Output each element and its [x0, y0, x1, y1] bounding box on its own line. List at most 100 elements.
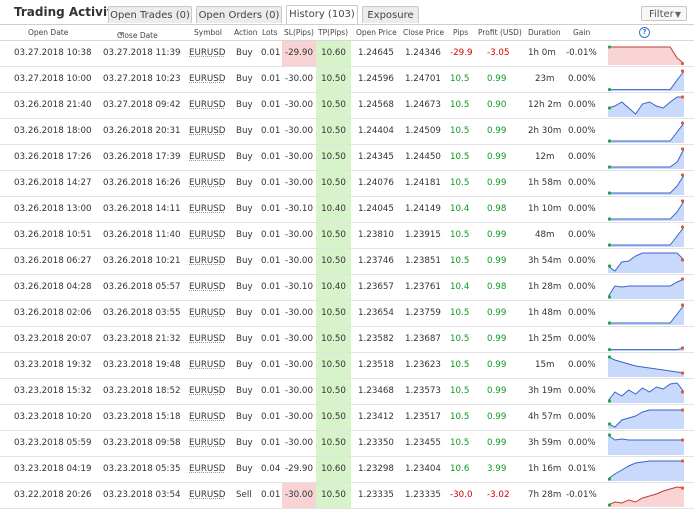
sparkline-area	[608, 279, 684, 299]
sl-pips: -30.10	[284, 282, 313, 292]
duration: 1h 28m	[528, 282, 562, 292]
table-row[interactable]: 03.26.2018 13:00 03.26.2018 14:11 EURUSD Bu…	[0, 197, 694, 223]
gain: 0.00%	[568, 74, 596, 84]
symbol-link[interactable]: EURUSD	[189, 282, 226, 292]
col-profit[interactable]: Profit (USD)	[478, 28, 522, 37]
gain-sparkline	[608, 173, 684, 195]
table-row[interactable]: 03.26.2018 06:27 03.26.2018 10:21 EURUSD Bu…	[0, 249, 694, 275]
symbol-link[interactable]: EURUSD	[189, 360, 226, 370]
tp-pips: 10.50	[316, 483, 351, 508]
col-lots[interactable]: Lots	[262, 28, 278, 37]
table-row[interactable]: 03.27.2018 10:00 03.27.2018 10:23 EURUSD Bu…	[0, 67, 694, 93]
col-open-price[interactable]: Open Price	[356, 28, 397, 37]
open-date: 03.23.2018 05:59	[14, 438, 92, 448]
close-date: 03.23.2018 03:54	[103, 490, 181, 500]
col-open-date[interactable]: Open Date	[28, 28, 69, 37]
table-row[interactable]: 03.27.2018 10:38 03.27.2018 11:39 EURUSD Bu…	[0, 41, 694, 67]
sparkline-start-dot	[608, 321, 612, 325]
col-symbol[interactable]: Symbol	[194, 28, 222, 37]
col-tp[interactable]: TP(Pips)	[318, 28, 349, 37]
symbol-link[interactable]: EURUSD	[189, 178, 226, 188]
table-row[interactable]: 03.26.2018 14:27 03.26.2018 16:26 EURUSD Bu…	[0, 171, 694, 197]
tab-exposure[interactable]: Exposure	[362, 6, 419, 23]
sparkline-line	[608, 148, 684, 168]
gain-sparkline	[608, 45, 684, 65]
symbol-link[interactable]: EURUSD	[189, 152, 226, 162]
symbol-link[interactable]: EURUSD	[189, 490, 226, 500]
table-row[interactable]: 03.26.2018 10:51 03.26.2018 11:40 EURUSD Bu…	[0, 223, 694, 249]
symbol-link[interactable]: EURUSD	[189, 74, 226, 84]
profit: -3.02	[487, 490, 510, 500]
open-date: 03.23.2018 04:19	[14, 464, 92, 474]
table-row[interactable]: 03.26.2018 21:40 03.27.2018 09:42 EURUSD Bu…	[0, 93, 694, 119]
table-row[interactable]: 03.26.2018 04:28 03.26.2018 05:57 EURUSD Bu…	[0, 275, 694, 301]
filter-dropdown[interactable]: Filter ▼	[641, 6, 687, 21]
open-price: 1.23298	[358, 464, 394, 474]
tp-pips: 10.50	[316, 145, 351, 170]
col-sl[interactable]: SL(Pips)	[284, 28, 314, 37]
table-row[interactable]: 03.26.2018 02:06 03.26.2018 03:55 EURUSD Bu…	[0, 301, 694, 327]
symbol-link[interactable]: EURUSD	[189, 464, 226, 474]
table-row[interactable]: 03.23.2018 04:19 03.23.2018 05:35 EURUSD Bu…	[0, 457, 694, 483]
lots: 0.01	[261, 360, 281, 370]
symbol-link[interactable]: EURUSD	[189, 100, 226, 110]
close-price: 1.24149	[405, 204, 441, 214]
sparkline-start-dot	[608, 503, 612, 507]
tab-open-trades[interactable]: Open Trades (0)	[108, 6, 192, 23]
table-row[interactable]: 03.22.2018 20:26 03.23.2018 03:54 EURUSD Se…	[0, 483, 694, 509]
col-action[interactable]: Action	[234, 28, 258, 37]
sparkline-area	[608, 123, 684, 143]
sparkline-end-dot	[680, 225, 684, 229]
col-gain[interactable]: Gain	[573, 28, 591, 37]
action: Buy	[236, 412, 253, 422]
sparkline-line	[608, 174, 684, 194]
symbol-link[interactable]: EURUSD	[189, 256, 226, 266]
symbol-link[interactable]: EURUSD	[189, 334, 226, 344]
lots: 0.01	[261, 74, 281, 84]
close-date: 03.26.2018 14:11	[103, 204, 181, 214]
close-price: 1.24509	[405, 126, 441, 136]
sparkline-start-dot	[608, 399, 612, 403]
lots: 0.01	[261, 152, 281, 162]
col-duration[interactable]: Duration	[528, 28, 561, 37]
tab-history[interactable]: History (103)	[286, 5, 358, 24]
symbol-link[interactable]: EURUSD	[189, 230, 226, 240]
profit: 0.99	[487, 308, 507, 318]
table-row[interactable]: 03.23.2018 15:32 03.23.2018 18:52 EURUSD Bu…	[0, 379, 694, 405]
duration: 1h 58m	[528, 178, 562, 188]
table-row[interactable]: 03.23.2018 19:32 03.23.2018 19:48 EURUSD Bu…	[0, 353, 694, 379]
sparkline-area	[608, 227, 684, 247]
open-date: 03.26.2018 14:27	[14, 178, 92, 188]
open-price: 1.24076	[358, 178, 394, 188]
symbol-link[interactable]: EURUSD	[189, 48, 226, 58]
table-row[interactable]: 03.23.2018 05:59 03.23.2018 09:58 EURUSD Bu…	[0, 431, 694, 457]
sparkline-area	[608, 97, 684, 117]
sparkline-end-dot	[680, 371, 684, 375]
symbol-link[interactable]: EURUSD	[189, 438, 226, 448]
col-pips[interactable]: Pips	[453, 28, 469, 37]
info-icon[interactable]: ?	[639, 27, 650, 38]
table-row[interactable]: 03.23.2018 10:20 03.23.2018 15:18 EURUSD Bu…	[0, 405, 694, 431]
table-row[interactable]: 03.23.2018 20:07 03.23.2018 21:32 EURUSD Bu…	[0, 327, 694, 353]
symbol-link[interactable]: EURUSD	[189, 308, 226, 318]
gain: 0.00%	[568, 282, 596, 292]
open-date: 03.27.2018 10:38	[14, 48, 92, 58]
close-date: 03.26.2018 03:55	[103, 308, 181, 318]
open-price: 1.23518	[358, 360, 394, 370]
symbol-link[interactable]: EURUSD	[189, 204, 226, 214]
sl-pips: -30.00	[284, 178, 313, 188]
gain: 0.00%	[568, 100, 596, 110]
symbol-link[interactable]: EURUSD	[189, 126, 226, 136]
table-row[interactable]: 03.26.2018 18:00 03.26.2018 20:31 EURUSD Bu…	[0, 119, 694, 145]
col-close-price[interactable]: Close Price	[403, 28, 445, 37]
table-row[interactable]: 03.26.2018 17:26 03.26.2018 17:39 EURUSD Bu…	[0, 145, 694, 171]
tab-open-orders[interactable]: Open Orders (0)	[196, 6, 282, 23]
sparkline-start-dot	[608, 217, 612, 221]
gain: 0.00%	[568, 412, 596, 422]
gain-sparkline	[608, 459, 684, 481]
symbol-link[interactable]: EURUSD	[189, 386, 226, 396]
symbol-link[interactable]: EURUSD	[189, 412, 226, 422]
close-price: 1.23759	[405, 308, 441, 318]
gain: -0.01%	[566, 490, 597, 500]
action: Buy	[236, 152, 253, 162]
